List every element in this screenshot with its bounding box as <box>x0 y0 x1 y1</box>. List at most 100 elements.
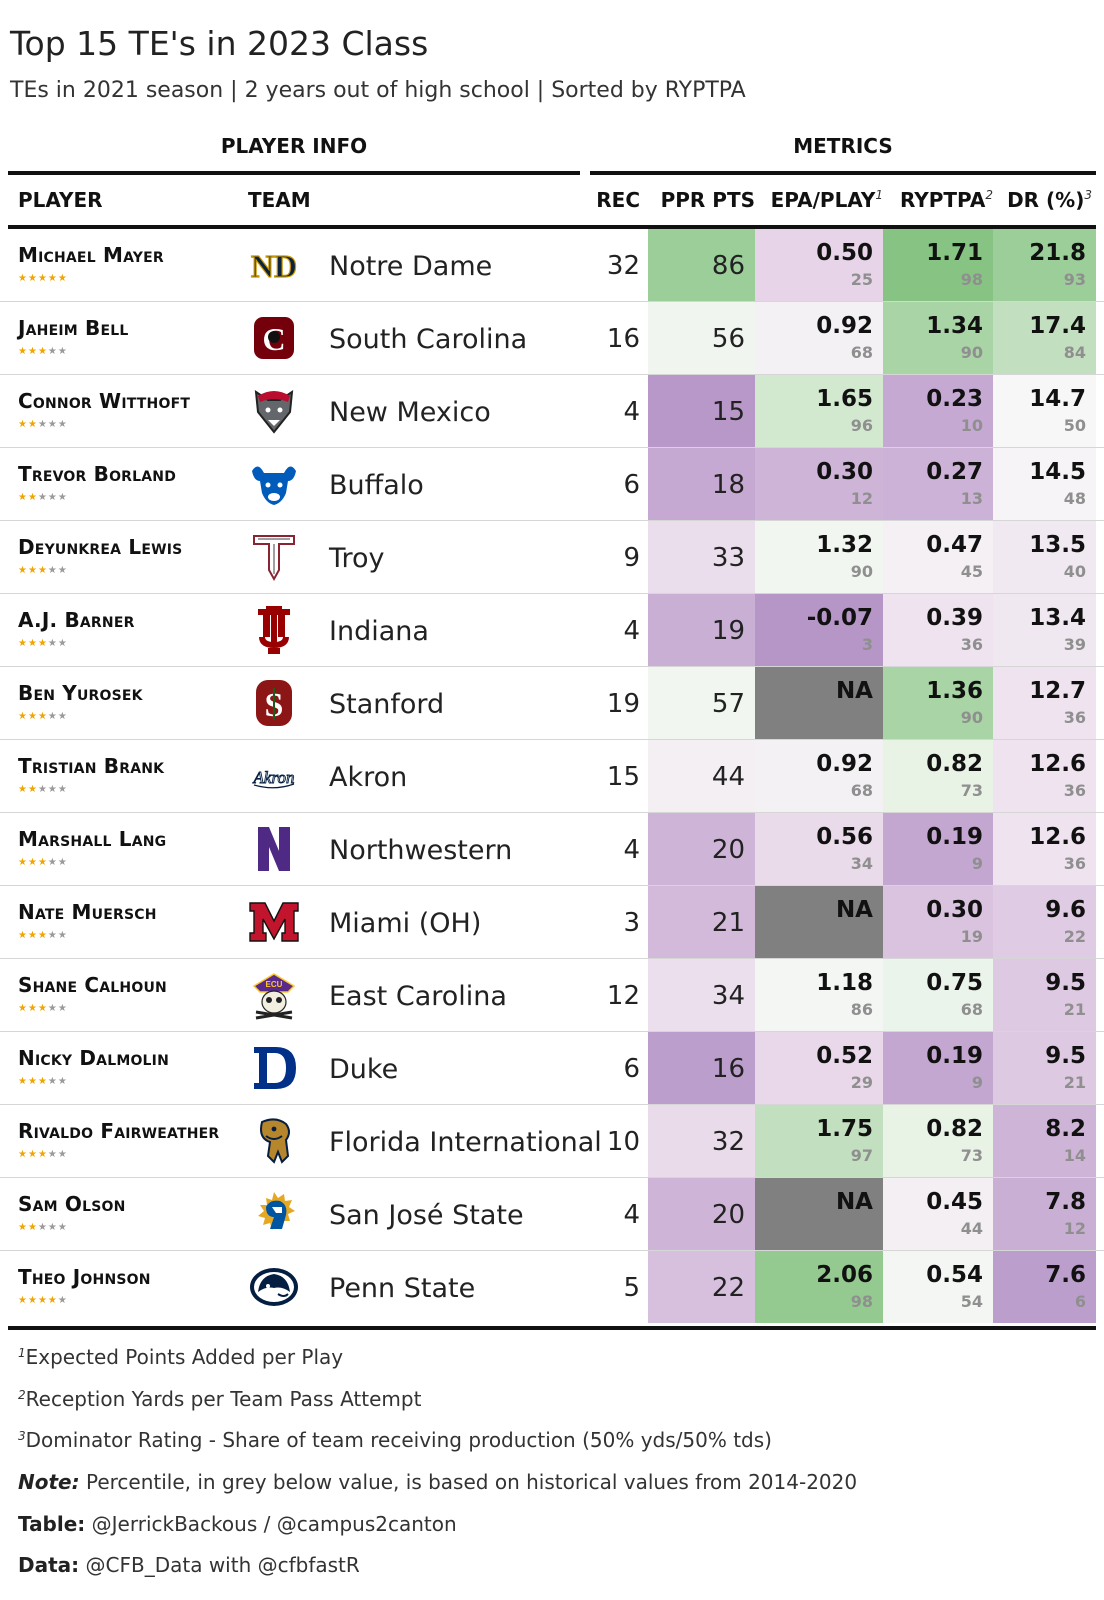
team-name: Akron <box>329 762 408 793</box>
ryptpa-cell: 1.34 90 <box>883 302 993 374</box>
player-name: Nate Muersch <box>18 900 157 924</box>
table-bottom-rule <box>8 1326 1096 1330</box>
star-empty-icon: ★ <box>57 346 68 357</box>
dr-cell: 17.4 84 <box>993 302 1096 374</box>
footnote-mark: 1 <box>18 1346 26 1360</box>
ryptpa-cell: 1.71 98 <box>883 229 993 301</box>
dr-value: 21.8 <box>1029 240 1086 266</box>
player-name: Rivaldo Fairweather <box>18 1119 220 1143</box>
star-filled-icon: ★ <box>18 419 28 430</box>
epa-cell: 1.75 97 <box>755 1105 883 1177</box>
star-empty-icon: ★ <box>57 565 68 576</box>
team-name: Duke <box>329 1054 399 1085</box>
player-star-rating: ★★★★★ <box>18 930 68 941</box>
ppr-cell: 19 <box>648 594 755 666</box>
table-row: Ben Yurosek ★★★★★ S Stanford 19 57 NA 1.36 90 12.… <box>0 667 1104 740</box>
notre-dame-logo: ND <box>248 240 300 290</box>
star-filled-icon: ★ <box>37 565 48 576</box>
epa-cell: 1.32 90 <box>755 521 883 593</box>
ppr-value: 20 <box>711 1200 745 1230</box>
star-filled-icon: ★ <box>37 346 48 357</box>
dr-value: 8.2 <box>1045 1116 1086 1142</box>
ryptpa-percentile: 36 <box>960 635 983 654</box>
spanner-player-info-rule <box>8 171 580 175</box>
svg-text:ND: ND <box>251 248 297 284</box>
northwestern-logo <box>248 824 300 874</box>
ryptpa-value: 0.82 <box>926 751 983 777</box>
ppr-cell: 34 <box>648 959 755 1031</box>
star-filled-icon: ★ <box>27 1222 38 1233</box>
team-name: Penn State <box>329 1273 476 1304</box>
star-empty-icon: ★ <box>47 857 58 868</box>
player-name: Theo Johnson <box>18 1265 151 1289</box>
ryptpa-value: 0.23 <box>926 386 983 412</box>
dr-value: 7.8 <box>1045 1189 1086 1215</box>
player-star-rating: ★★★★★ <box>18 565 68 576</box>
duke-logo <box>248 1043 300 1093</box>
ryptpa-percentile: 90 <box>960 343 983 362</box>
player-name: Deyunkrea Lewis <box>18 535 183 559</box>
dr-cell: 7.8 12 <box>993 1178 1096 1250</box>
star-filled-icon: ★ <box>27 930 38 941</box>
player-star-rating: ★★★★★ <box>18 1295 68 1306</box>
table-row: Rivaldo Fairweather ★★★★★ Florida Internat… <box>0 1105 1104 1178</box>
star-empty-icon: ★ <box>47 638 58 649</box>
ppr-cell: 56 <box>648 302 755 374</box>
star-empty-icon: ★ <box>57 1003 68 1014</box>
ppr-value: 16 <box>711 1054 745 1084</box>
player-star-rating: ★★★★★ <box>18 346 68 357</box>
dr-value: 12.7 <box>1029 678 1086 704</box>
team-name: Northwestern <box>329 835 513 866</box>
player-star-rating: ★★★★★ <box>18 638 68 649</box>
player-star-rating: ★★★★★ <box>18 784 68 795</box>
dr-cell: 7.6 6 <box>993 1251 1096 1323</box>
ppr-value: 21 <box>711 908 745 938</box>
star-filled-icon: ★ <box>18 784 28 795</box>
player-name: Michael Mayer <box>18 243 164 267</box>
star-filled-icon: ★ <box>18 857 28 868</box>
dr-cell: 8.2 14 <box>993 1105 1096 1177</box>
ryptpa-value: 0.39 <box>926 605 983 631</box>
ryptpa-percentile: 73 <box>960 781 983 800</box>
table-row: Connor Witthoft ★★★★★ New Mexico 4 15 1.65 96 0… <box>0 375 1104 448</box>
player-star-rating: ★★★★★ <box>18 711 68 722</box>
column-header-ryptpa: RYPTPA2 <box>900 188 993 212</box>
rec-value: 12 <box>606 981 640 1011</box>
star-empty-icon: ★ <box>57 492 68 503</box>
footnote-mark-2: 2 <box>985 188 993 202</box>
epa-cell: 0.30 12 <box>755 448 883 520</box>
ryptpa-value: 0.27 <box>926 459 983 485</box>
table-row: Deyunkrea Lewis ★★★★★ Troy 9 33 1.32 90 0.47 45 1… <box>0 521 1104 594</box>
footnote-3: 3Dominator Rating - Share of team receiv… <box>18 1428 772 1452</box>
column-header-dr-label: DR (%) <box>1007 188 1085 212</box>
player-name: Connor Witthoft <box>18 389 191 413</box>
epa-percentile: 90 <box>850 562 873 581</box>
star-empty-icon: ★ <box>47 711 58 722</box>
rec-value: 4 <box>623 616 640 646</box>
epa-percentile: 34 <box>850 854 873 873</box>
star-empty-icon: ★ <box>47 1003 58 1014</box>
star-empty-icon: ★ <box>57 1076 68 1087</box>
rec-value: 4 <box>623 1200 640 1230</box>
ryptpa-percentile: 44 <box>960 1219 983 1238</box>
star-filled-icon: ★ <box>57 273 68 284</box>
ryptpa-value: 0.47 <box>926 532 983 558</box>
epa-value: NA <box>835 678 873 704</box>
epa-value: -0.07 <box>806 605 873 631</box>
column-header-team: TEAM <box>248 188 311 212</box>
star-filled-icon: ★ <box>37 930 48 941</box>
footnote-mark: 2 <box>18 1388 26 1402</box>
dr-percentile: 12 <box>1063 1219 1086 1238</box>
epa-cell: 0.92 68 <box>755 740 883 812</box>
table-row: Trevor Borland ★★★★★ Buffalo 6 18 0.30 12 0.27 1… <box>0 448 1104 521</box>
table-row: Marshall Lang ★★★★★ Northwestern 4 20 0.56 34 0… <box>0 813 1104 886</box>
new-mexico-logo <box>248 386 300 436</box>
team-name: San José State <box>329 1200 524 1231</box>
epa-value: 2.06 <box>816 1262 873 1288</box>
star-filled-icon: ★ <box>27 711 38 722</box>
epa-value: 1.18 <box>816 970 873 996</box>
ppr-value: 57 <box>711 689 745 719</box>
miami-oh-logo <box>248 897 300 947</box>
star-empty-icon: ★ <box>47 1149 58 1160</box>
table-body: Michael Mayer ★★★★★ ND Notre Dame 32 86 0.50 25… <box>0 229 1104 1324</box>
